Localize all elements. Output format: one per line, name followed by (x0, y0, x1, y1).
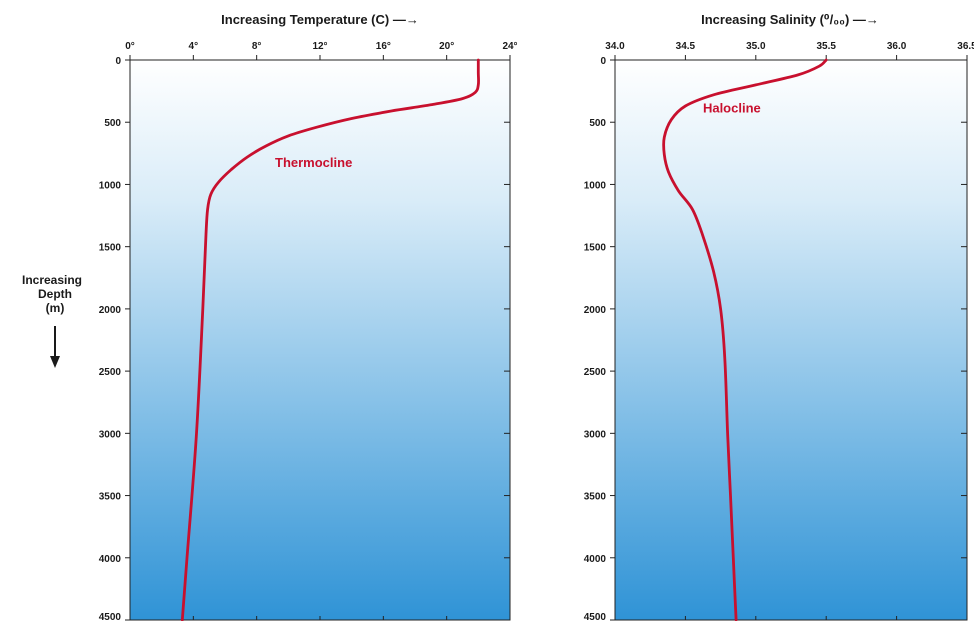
salinity-x-tick-label: 36.5 (957, 41, 974, 52)
salinity-profile-chart: Increasing Salinity (⁰/₀₀) —→ 34.0 34.5 35.… (584, 12, 974, 621)
salinity-x-axis-title: Increasing Salinity (⁰/₀₀) —→ (701, 12, 879, 27)
salinity-y-tick-label: 4500 (584, 612, 607, 621)
salinity-x-tick-label: 35.5 (816, 41, 836, 52)
salinity-annotation: Halocline (703, 100, 761, 115)
temperature-y-tick-label: 2000 (99, 305, 122, 316)
salinity-y-tick-label: 3000 (584, 429, 607, 440)
temperature-y-tick-label: 0 (115, 56, 121, 67)
temperature-plot-area (129, 59, 511, 621)
salinity-x-tick-label: 34.0 (605, 41, 625, 52)
depth-axis-label: Increasing Depth (m) (22, 273, 82, 368)
salinity-y-tick-label: 2000 (584, 305, 607, 316)
depth-label-line-2: Depth (38, 287, 72, 301)
temperature-y-tick-label: 500 (104, 118, 121, 129)
temperature-annotation: Thermocline (275, 155, 352, 170)
salinity-y-tick-label: 1000 (584, 180, 607, 191)
temperature-y-tick-label: 3000 (99, 429, 122, 440)
temperature-y-tick-label: 2500 (99, 367, 122, 378)
depth-label-line-3: (m) (46, 301, 65, 315)
temperature-x-tick-label: 12° (312, 41, 327, 52)
temperature-y-tick-label: 4000 (99, 554, 122, 565)
salinity-x-tick-label: 35.0 (746, 41, 766, 52)
depth-arrow-head-icon (50, 356, 60, 368)
temperature-x-tick-label: 0° (125, 41, 135, 52)
salinity-y-tick-label: 500 (589, 118, 606, 129)
salinity-y-tick-label: 2500 (584, 367, 607, 378)
temperature-x-tick-label: 20° (439, 41, 454, 52)
salinity-y-tick-label: 3500 (584, 492, 607, 503)
temperature-x-tick-label: 24° (502, 41, 517, 52)
salinity-y-tick-label: 0 (600, 56, 606, 67)
temperature-y-tick-label: 4500 (99, 612, 122, 621)
depth-label-line-1: Increasing (22, 273, 82, 287)
salinity-profile-line (662, 58, 828, 621)
salinity-y-tick-label: 4000 (584, 554, 607, 565)
salinity-x-tick-label: 34.5 (676, 41, 696, 52)
temperature-y-tick-label: 3500 (99, 492, 122, 503)
temperature-x-tick-label: 4° (189, 41, 199, 52)
salinity-plot-area (614, 59, 968, 621)
salinity-y-tick-label: 1500 (584, 243, 607, 254)
temperature-profile-line (180, 58, 480, 621)
temperature-x-axis-title: Increasing Temperature (C) —→ (221, 12, 419, 27)
temperature-x-tick-label: 16° (376, 41, 391, 52)
salinity-x-tick-label: 36.0 (887, 41, 907, 52)
temperature-x-tick-label: 8° (252, 41, 262, 52)
temperature-profile-chart: Increasing Temperature (C) —→ 0° 4° 8° 12° 16… (99, 12, 518, 621)
temperature-y-tick-label: 1500 (99, 243, 122, 254)
temperature-y-tick-label: 1000 (99, 180, 122, 191)
